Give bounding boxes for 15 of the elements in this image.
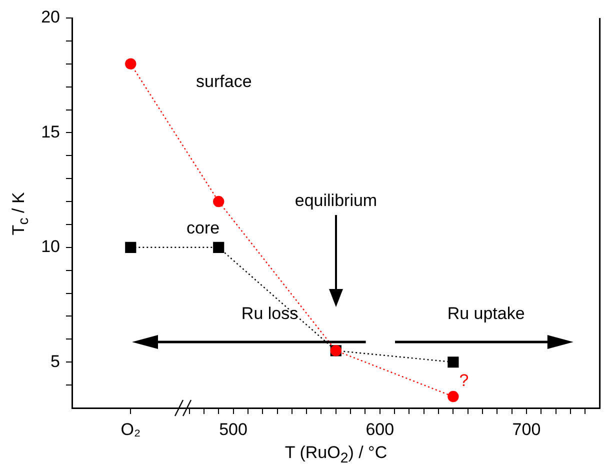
x-tick-label: 600 [366, 420, 394, 439]
series-label: core [186, 218, 220, 238]
annotation: equilibrium [294, 191, 378, 212]
y-tick-label: 5 [50, 352, 60, 371]
y-tick-label: 10 [41, 237, 60, 256]
x-tick-label: O₂ [120, 420, 141, 439]
y-tick-label: 20 [41, 8, 60, 27]
x-tick-label: 500 [219, 420, 248, 439]
annotation: Ru uptake [447, 304, 525, 324]
annotation: Ru loss [241, 304, 298, 324]
text: surface [196, 72, 252, 92]
annotation: ? [459, 370, 469, 391]
x-tick-label: 700 [512, 420, 541, 439]
x-axis-title: T (RuO$_{2}$) / °C [284, 443, 388, 466]
y-tick-label: 15 [41, 122, 60, 142]
